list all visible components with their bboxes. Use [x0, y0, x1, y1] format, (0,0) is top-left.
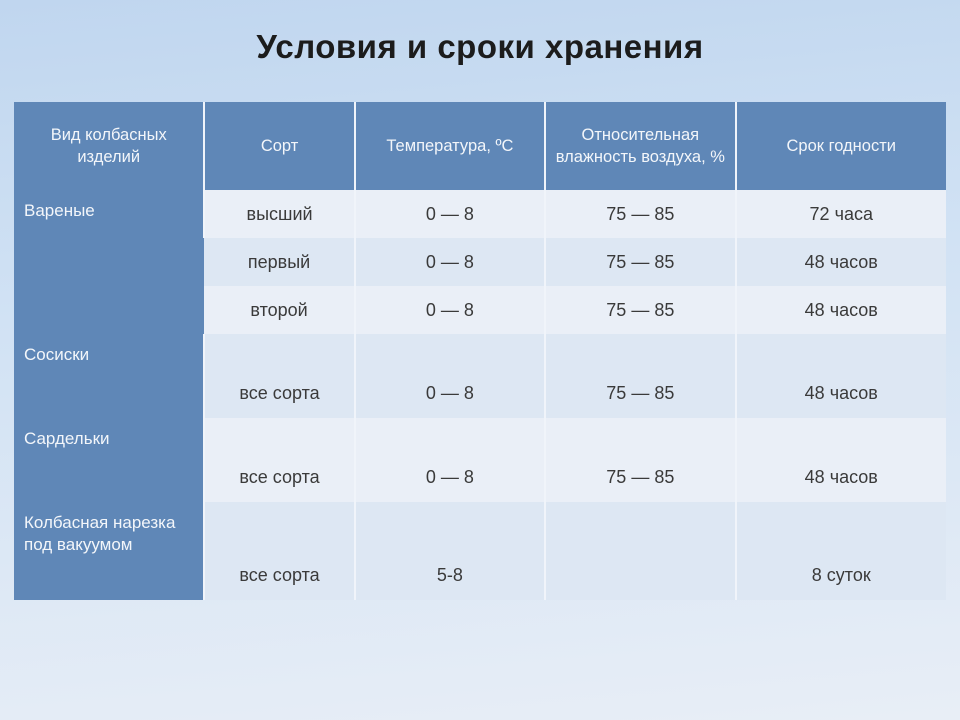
cell-temp: 0 — 8: [355, 334, 545, 418]
cell-hum: 75 — 85: [545, 238, 735, 286]
cell-hum: [545, 502, 735, 600]
cell-sort: второй: [204, 286, 354, 334]
cell-temp: 5-8: [355, 502, 545, 600]
category-cell: Сардельки: [14, 418, 204, 502]
table-row: Вареные высший 0 — 8 75 — 85 72 часа: [14, 190, 946, 238]
col-header-life: Срок годности: [736, 102, 946, 190]
table-row: Сосиски все сорта 0 — 8 75 — 85 48 часов: [14, 334, 946, 418]
cell-hum: 75 — 85: [545, 286, 735, 334]
cell-sort: высший: [204, 190, 354, 238]
category-cell: Вареные: [14, 190, 204, 334]
storage-table: Вид колбасных изделий Сорт Температура, …: [14, 102, 946, 600]
col-header-temp: Температура, ºС: [355, 102, 545, 190]
cell-life: 72 часа: [736, 190, 946, 238]
cell-hum: 75 — 85: [545, 334, 735, 418]
col-header-type: Вид колбасных изделий: [14, 102, 204, 190]
category-cell: Колбасная нарезка под вакуумом: [14, 502, 204, 600]
col-header-sort: Сорт: [204, 102, 354, 190]
cell-sort: все сорта: [204, 334, 354, 418]
cell-life: 48 часов: [736, 418, 946, 502]
cell-hum: 75 — 85: [545, 418, 735, 502]
cell-life: 8 суток: [736, 502, 946, 600]
table-header-row: Вид колбасных изделий Сорт Температура, …: [14, 102, 946, 190]
cell-temp: 0 — 8: [355, 190, 545, 238]
cell-temp: 0 — 8: [355, 418, 545, 502]
col-header-humidity: Относительная влажность воздуха, %: [545, 102, 735, 190]
cell-sort: первый: [204, 238, 354, 286]
cell-sort: все сорта: [204, 418, 354, 502]
category-cell: Сосиски: [14, 334, 204, 418]
cell-life: 48 часов: [736, 286, 946, 334]
table-row: Колбасная нарезка под вакуумом все сорта…: [14, 502, 946, 600]
cell-life: 48 часов: [736, 334, 946, 418]
cell-sort: все сорта: [204, 502, 354, 600]
cell-temp: 0 — 8: [355, 238, 545, 286]
cell-temp: 0 — 8: [355, 286, 545, 334]
page-title: Условия и сроки хранения: [14, 28, 946, 66]
cell-hum: 75 — 85: [545, 190, 735, 238]
cell-life: 48 часов: [736, 238, 946, 286]
table-row: Сардельки все сорта 0 — 8 75 — 85 48 час…: [14, 418, 946, 502]
